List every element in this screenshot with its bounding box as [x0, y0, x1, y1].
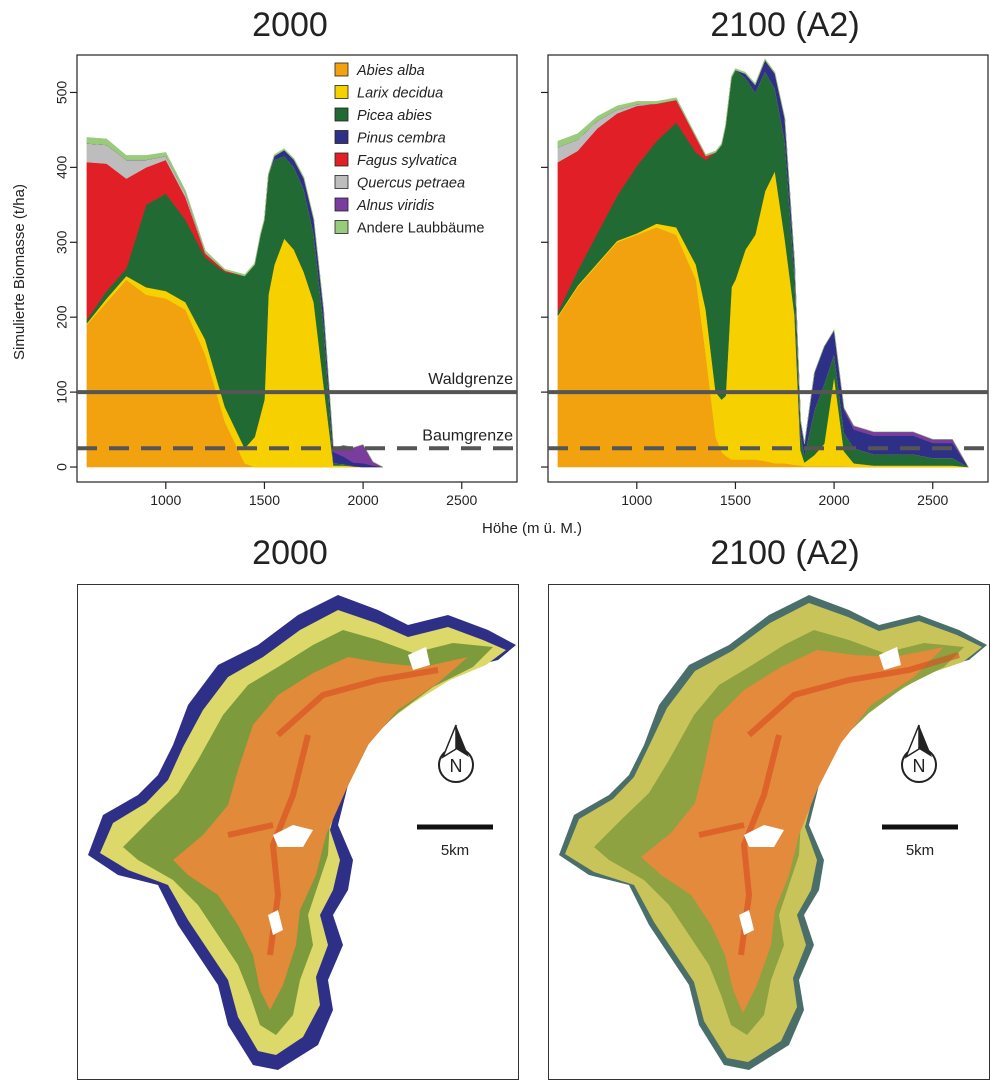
x-tick-label: 2000: [819, 492, 850, 508]
y-tick-label: 300: [54, 230, 70, 254]
chart-2100-a2: 1000 1500 2000 2500: [541, 54, 989, 508]
legend-swatch: [334, 107, 349, 122]
x-tick-label: 1000: [621, 492, 652, 508]
north-label: N: [450, 756, 463, 776]
legend-label: Andere Laubbäume: [357, 221, 484, 237]
legend-swatch: [334, 85, 349, 99]
legend-label: Alnus viridis: [356, 198, 434, 214]
map-lake-2: [739, 910, 754, 935]
legend-swatch: [334, 197, 349, 212]
scale-label: 5km: [906, 842, 934, 859]
map-lake-1: [744, 825, 784, 847]
x-tick-label: 1500: [249, 492, 280, 508]
y-tick-label: 0: [54, 463, 70, 471]
scale-label: 5km: [441, 842, 469, 859]
plot-frame: [547, 54, 989, 483]
y-tick-label: 200: [54, 305, 70, 329]
biomass-charts: Waldgrenze Baumgrenze 0 100 200 300 400 500 1000…: [11, 54, 989, 537]
legend-swatch: [334, 152, 349, 167]
map-lake-3: [879, 647, 901, 670]
legend-label: Fagus sylvatica: [357, 153, 457, 169]
legend-label: Pinus cembra: [357, 131, 446, 147]
north-arrow: N: [901, 724, 937, 783]
x-axis-label: Höhe (m ü. M.): [482, 520, 582, 537]
plot-frame: [76, 54, 518, 483]
map-title-2000: 2000: [252, 534, 328, 572]
area-andere-laubbaeume: [86, 137, 383, 468]
map-lake-3: [408, 647, 430, 670]
y-tick-label: 500: [54, 81, 70, 105]
waldgrenze-label: Waldgrenze: [428, 371, 513, 388]
map-2100: N 5km: [559, 595, 987, 1070]
legend-swatch: [334, 220, 349, 234]
legend-label: Picea abies: [357, 108, 432, 124]
y-axis-label: Simulierte Biomasse (t/ha): [11, 184, 28, 360]
area-andere-laubbaeume: [557, 58, 969, 468]
x-tick-label: 2500: [917, 492, 948, 508]
x-tick-label: 2500: [446, 492, 477, 508]
chart-title-2000: 2000: [252, 6, 328, 44]
map-title-2100: 2100 (A2): [710, 534, 860, 572]
map-valley-core: [173, 657, 468, 1010]
legend-swatch: [334, 130, 349, 144]
x-tick-label: 2000: [348, 492, 379, 508]
y-tick-label: 100: [54, 380, 70, 404]
legend-swatch: [334, 62, 349, 77]
map-2100-frame: N 5km: [548, 584, 990, 1080]
map-valley-core: [641, 647, 944, 1013]
legend-label: Larix decidua: [357, 86, 443, 102]
chart-title-2100: 2100 (A2): [710, 6, 860, 44]
map-2000-frame: N 5km: [77, 584, 519, 1080]
legend-label: Quercus petraea: [357, 176, 465, 192]
map-2000: N 5km: [88, 595, 516, 1070]
legend-swatch: [334, 175, 349, 189]
map-lake-1: [273, 825, 313, 847]
x-tick-label: 1000: [150, 492, 181, 508]
chart-2000: Waldgrenze Baumgrenze 0 100 200 300 400 500 1000…: [54, 54, 518, 508]
legend-label: Abies alba: [356, 63, 425, 79]
x-tick-label: 1500: [720, 492, 751, 508]
y-tick-label: 400: [54, 155, 70, 179]
north-arrow: N: [438, 724, 474, 783]
map-lake-2: [268, 910, 283, 935]
baumgrenze-label: Baumgrenze: [422, 427, 513, 444]
north-label: N: [913, 756, 926, 776]
